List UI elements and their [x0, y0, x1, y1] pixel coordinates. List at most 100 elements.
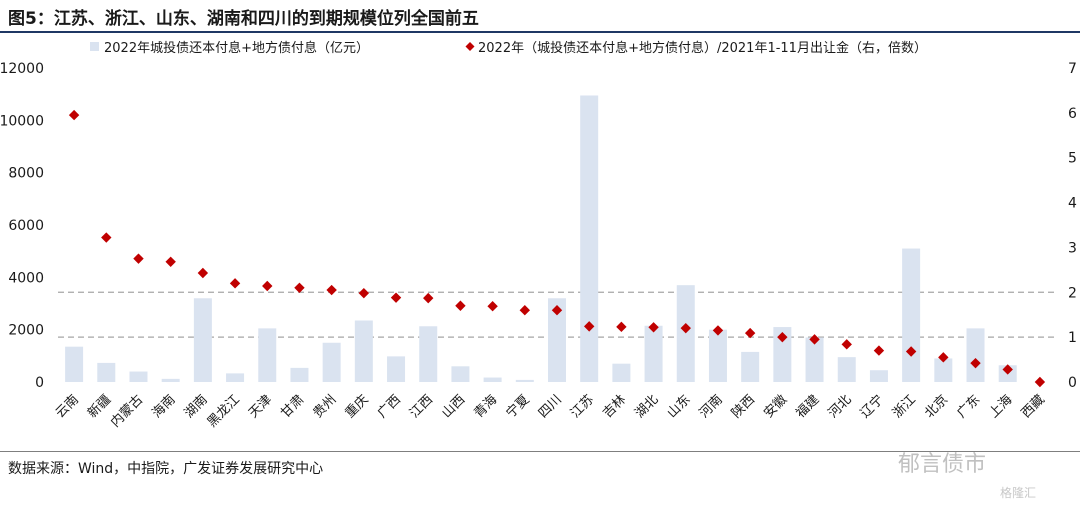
legend-bar-swatch	[90, 42, 99, 51]
category-label: 江苏	[567, 392, 597, 422]
category-label: 海南	[149, 392, 179, 422]
category-label: 宁夏	[503, 392, 533, 422]
legend-bar-label: 2022年城投债还本付息+地方债付息（亿元）	[104, 40, 369, 56]
left-axis-tick-label: 4000	[8, 270, 44, 286]
right-axis-tick-label: 5	[1068, 151, 1077, 167]
left-axis-tick-label: 6000	[8, 218, 44, 234]
watermark-small-text: 格隆汇	[1000, 486, 1037, 500]
marker-point	[1034, 376, 1046, 388]
category-label: 贵州	[310, 392, 339, 421]
bar	[387, 356, 406, 382]
bar	[65, 346, 84, 382]
bar	[322, 342, 341, 382]
marker-point	[487, 300, 498, 312]
right-axis-tick-label: 1	[1068, 330, 1077, 346]
marker-point	[358, 287, 370, 299]
bar	[837, 357, 856, 382]
marker-point	[841, 339, 852, 350]
chart-legend: 2022年城投债还本付息+地方债付息（亿元） 2022年（城投债还本付息+地方债…	[90, 40, 927, 56]
marker-point	[873, 345, 885, 356]
marker-point	[616, 321, 627, 333]
marker-point	[551, 305, 563, 316]
bar	[805, 337, 824, 382]
bar	[354, 320, 373, 382]
left-axis: 0 2000 4000 6000 8000 10000 12000	[0, 61, 44, 391]
category-label: 北京	[922, 392, 951, 421]
source-note: 数据来源：Wind，中指院，广发证券发展研究中心	[8, 461, 324, 477]
bar	[869, 370, 888, 382]
category-label: 云南	[52, 392, 82, 422]
right-axis-tick-label: 2	[1068, 285, 1077, 301]
bar	[708, 329, 727, 382]
reference-lines	[58, 291, 1056, 338]
bar	[161, 378, 180, 382]
marker-point	[744, 327, 756, 339]
category-label: 河北	[826, 392, 855, 421]
title-rule	[0, 31, 1080, 33]
left-axis-tick-label: 2000	[8, 323, 44, 339]
marker-point	[648, 322, 659, 333]
marker-point	[519, 305, 531, 316]
category-label: 山西	[439, 392, 468, 421]
marker-point	[390, 292, 402, 303]
category-label: 湖南	[181, 392, 211, 422]
bar	[934, 358, 953, 382]
bar	[419, 326, 438, 382]
bar	[290, 367, 309, 382]
left-axis-tick-label: 8000	[8, 166, 44, 182]
right-axis-tick-label: 6	[1068, 106, 1077, 122]
marker-point	[101, 232, 112, 243]
category-label: 吉林	[600, 392, 629, 421]
bar	[902, 248, 921, 382]
bar	[966, 328, 985, 382]
marker-point	[455, 300, 466, 311]
category-label: 内蒙古	[107, 392, 146, 431]
marker-point	[68, 109, 80, 121]
category-label: 广西	[375, 392, 404, 421]
category-label: 黑龙江	[205, 392, 243, 430]
category-label: 湖北	[632, 392, 661, 421]
marker-point	[1002, 364, 1013, 375]
chart-svg: 2022年城投债还本付息+地方债付息（亿元） 2022年（城投债还本付息+地方债…	[0, 40, 1077, 431]
left-axis-tick-label: 0	[35, 375, 44, 391]
bar	[193, 298, 212, 382]
category-label: 青海	[471, 392, 500, 421]
category-label: 福建	[793, 392, 822, 421]
right-axis-tick-label: 3	[1068, 240, 1077, 256]
bar	[676, 285, 695, 382]
category-label: 新疆	[84, 392, 114, 422]
left-axis-tick-label: 12000	[0, 61, 44, 77]
right-axis-tick-label: 0	[1068, 375, 1077, 391]
category-label: 重庆	[342, 392, 372, 422]
bar-series	[65, 95, 1017, 382]
bar	[483, 377, 502, 382]
category-label: 陕西	[729, 392, 758, 421]
marker-point	[777, 331, 788, 343]
category-label: 广东	[954, 392, 983, 421]
right-axis: 0 1 2 3 4 5 6 7	[1068, 61, 1077, 391]
category-label: 山东	[665, 392, 694, 421]
bar	[129, 371, 148, 382]
marker-point	[680, 322, 691, 334]
left-axis-tick-label: 10000	[0, 113, 44, 129]
marker-point	[583, 321, 595, 332]
category-label: 甘肃	[278, 392, 307, 421]
category-label: 天津	[246, 392, 275, 421]
bar	[258, 328, 277, 382]
footer-rule	[0, 451, 1080, 452]
bar	[580, 95, 599, 382]
legend-marker-swatch	[465, 42, 475, 51]
marker-point	[133, 253, 144, 264]
chart-title: 图5：江苏、浙江、山东、湖南和四川的到期规模位列全国前五	[8, 9, 479, 29]
marker-point	[938, 352, 949, 363]
bar	[612, 363, 631, 382]
bar	[97, 362, 116, 382]
category-label: 上海	[987, 392, 1016, 421]
category-label: 四川	[536, 392, 565, 421]
marker-point	[970, 357, 981, 369]
marker-point	[905, 346, 917, 357]
bar	[226, 373, 245, 382]
category-label: 辽宁	[857, 392, 887, 422]
watermark-text: 郁言债市	[898, 452, 987, 477]
